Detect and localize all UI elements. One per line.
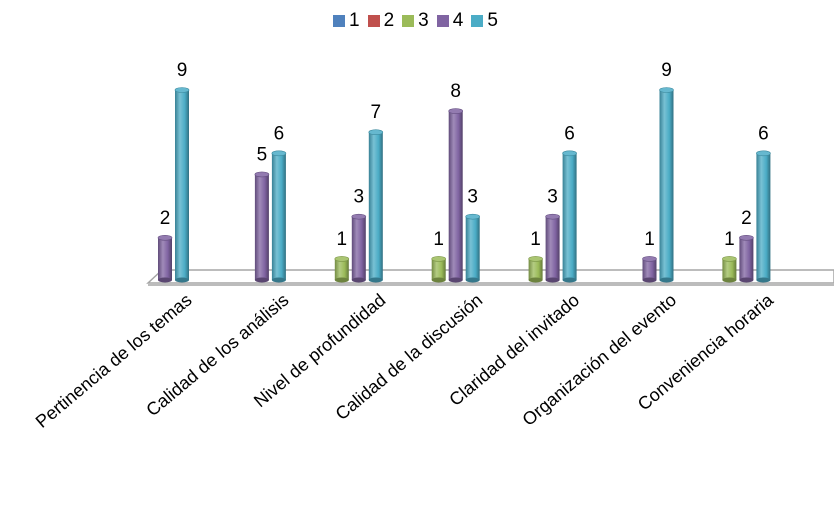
data-label: 8 [450,81,461,102]
data-label: 1 [644,229,655,250]
data-label: 6 [564,123,575,144]
data-label: 3 [547,187,558,208]
data-label: 1 [433,229,444,250]
legend-label: 4 [452,10,464,31]
bar-4-7 [739,234,754,283]
data-label: 2 [160,208,171,229]
legend-item-3: 3 [402,10,429,32]
bar-4-3 [351,213,367,283]
data-label: 1 [724,229,735,250]
bar-5-4 [465,213,481,283]
legend-item-4: 4 [436,10,464,32]
bar-3-5 [528,256,543,283]
legend-item-1: 1 [333,10,360,32]
bar-5-1 [174,87,190,283]
bar-4-4 [448,108,464,283]
bar-5-7 [756,150,771,283]
bar-4-1 [157,234,173,283]
legend-label: 3 [418,10,429,31]
bar-4-2 [254,171,270,283]
data-label: 5 [257,144,268,165]
legend-swatch [436,15,449,27]
bar-5-6 [659,87,674,283]
category-label: Organización del evento [519,290,681,430]
data-label: 6 [274,123,285,144]
category-label: Pertinencia de los temas [32,290,196,432]
data-label: 3 [354,187,365,208]
data-label: 3 [467,187,478,208]
bar-group [157,87,771,283]
bar-3-3 [334,256,350,283]
data-label: 9 [177,60,188,81]
legend-label: 2 [383,10,395,31]
legend-swatch [333,15,345,27]
legend-swatch [367,15,380,27]
legend-item-2: 2 [367,10,395,32]
legend-label: 1 [349,10,360,31]
data-label: 2 [741,208,752,229]
chart-legend: 1 2 3 4 5 [333,10,498,32]
data-label: 1 [530,229,541,250]
data-label: 7 [371,102,382,123]
legend-item-5: 5 [471,10,498,32]
data-label: 9 [661,60,672,81]
bar-5-3 [368,129,384,283]
bar-3-4 [431,256,447,283]
bar-4-5 [545,213,560,283]
legend-swatch [402,15,415,27]
data-label: 1 [337,229,348,250]
bar-5-5 [562,150,577,283]
data-label: 6 [758,123,769,144]
bar-4-6 [642,256,657,283]
legend-swatch [471,15,484,27]
bar-5-2 [271,150,287,283]
legend-label: 5 [487,10,498,31]
bar-3-7 [722,256,737,283]
